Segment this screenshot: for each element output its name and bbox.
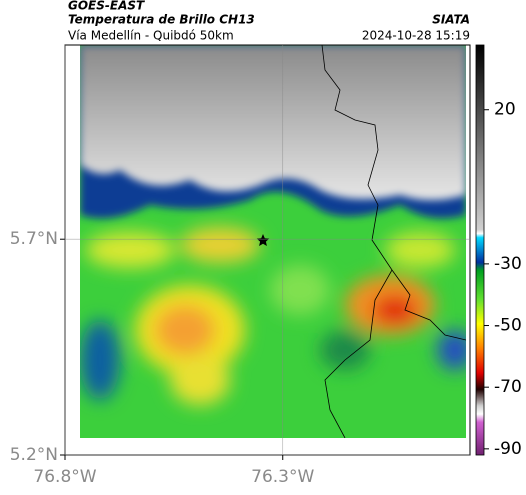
colorbar-tick-label: 20 [494, 100, 516, 120]
satellite-label: GOES-EAST [68, 0, 145, 13]
colorbar-tick-label: -70 [494, 377, 522, 397]
colorbar-tick-label: -50 [494, 316, 522, 336]
lon-tick-label: 76.8°W [33, 467, 96, 487]
colorbar-tick-label: -90 [494, 439, 522, 459]
source-label: SIATA [432, 13, 470, 27]
colorbar-tick-label: -30 [494, 254, 522, 274]
lon-tick-label: 76.3°W [251, 467, 314, 487]
brightness-field [80, 45, 466, 438]
location-star [256, 234, 270, 246]
route-subtitle: Vía Medellín - Quibdó 50km [68, 29, 234, 43]
lat-tick-label: 5.7°N [10, 229, 58, 249]
product-title: Temperatura de Brillo CH13 [68, 13, 255, 27]
lat-tick-label: 5.2°N [10, 445, 58, 465]
colorbar [475, 44, 485, 456]
timestamp: 2024-10-28 15:19 [362, 29, 470, 43]
admin-border [321, 45, 466, 438]
